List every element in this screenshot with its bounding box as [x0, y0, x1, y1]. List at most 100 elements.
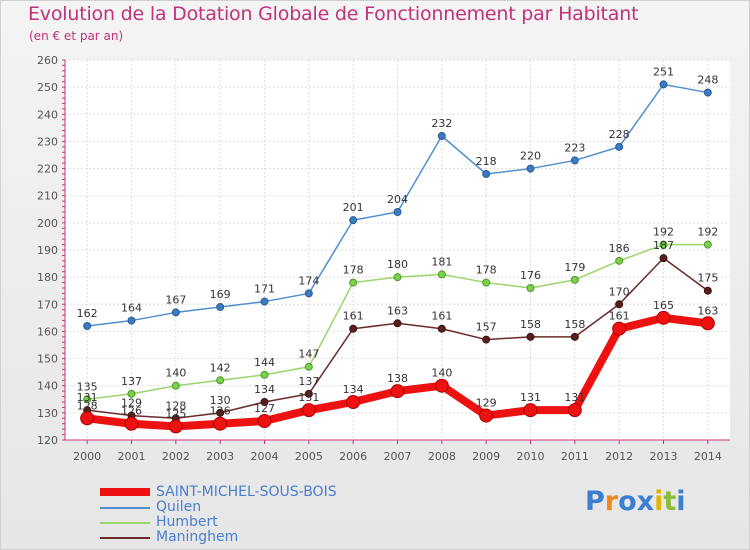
data-label-quilen: 218 — [476, 155, 497, 168]
data-point-saint-michel-sous-bois — [124, 416, 139, 431]
x-tick-label: 2013 — [650, 450, 678, 463]
y-tick-label: 120 — [37, 434, 58, 447]
data-point-humbert — [260, 370, 269, 379]
data-point-saint-michel-sous-bois — [168, 419, 183, 434]
data-label-saint-michel-sous-bois: 163 — [697, 304, 718, 317]
data-point-humbert — [482, 278, 491, 287]
data-point-saint-michel-sous-bois — [346, 395, 361, 409]
data-label-humbert: 142 — [210, 361, 231, 374]
data-point-quilen — [127, 316, 136, 325]
logo-letter: P — [585, 486, 605, 517]
y-tick-label: 240 — [37, 108, 58, 121]
data-label-quilen: 232 — [431, 117, 452, 130]
data-point-maninghem — [659, 254, 668, 263]
data-label-maninghem: 161 — [431, 310, 452, 323]
data-label-saint-michel-sous-bois: 138 — [387, 372, 408, 385]
data-label-saint-michel-sous-bois: 140 — [431, 367, 452, 380]
data-point-maninghem — [393, 319, 402, 328]
data-point-quilen — [526, 164, 535, 173]
data-point-maninghem — [570, 332, 579, 341]
x-tick-label: 2014 — [694, 450, 722, 463]
data-label-quilen: 169 — [210, 288, 231, 301]
y-tick-label: 160 — [37, 325, 58, 338]
x-tick-label: 2006 — [339, 450, 367, 463]
y-tick-label: 260 — [37, 54, 58, 67]
data-point-humbert — [615, 256, 624, 265]
data-point-humbert — [83, 395, 92, 404]
x-tick-label: 2003 — [206, 450, 234, 463]
data-label-humbert: 179 — [564, 261, 585, 274]
data-label-quilen: 248 — [697, 74, 718, 87]
data-label-humbert: 192 — [697, 226, 718, 239]
data-point-saint-michel-sous-bois — [523, 403, 538, 418]
data-label-maninghem: 158 — [520, 318, 541, 331]
data-label-humbert: 178 — [476, 264, 497, 277]
legend-label-quilen: Quilen — [156, 499, 202, 515]
x-tick-label: 2012 — [605, 450, 633, 463]
data-point-saint-michel-sous-bois — [434, 378, 449, 393]
x-tick-label: 2009 — [472, 450, 500, 463]
data-label-quilen: 167 — [165, 293, 186, 306]
data-label-quilen: 201 — [343, 201, 364, 214]
data-point-quilen — [615, 142, 624, 151]
logo-letter: t — [663, 486, 677, 517]
data-point-quilen — [260, 297, 269, 306]
data-point-quilen — [393, 208, 402, 216]
data-label-maninghem: 161 — [343, 310, 364, 323]
y-tick-label: 250 — [37, 81, 58, 94]
x-tick-label: 2001 — [118, 450, 146, 463]
data-label-maninghem: 130 — [210, 394, 231, 407]
legend-swatch-humbert — [100, 522, 150, 524]
data-label-quilen: 204 — [387, 193, 408, 206]
y-tick-label: 150 — [37, 353, 58, 366]
data-point-quilen — [171, 308, 180, 317]
data-label-humbert: 178 — [343, 264, 364, 277]
x-tick-label: 2005 — [295, 450, 323, 463]
data-point-saint-michel-sous-bois — [390, 384, 405, 399]
legend-label-saint-michel: SAINT-MICHEL-SOUS-BOIS — [156, 484, 337, 500]
data-label-maninghem: 175 — [697, 272, 718, 285]
data-label-saint-michel-sous-bois: 134 — [343, 383, 364, 396]
data-label-maninghem: 137 — [298, 375, 319, 388]
x-tick-label: 2010 — [517, 450, 545, 463]
y-tick-label: 220 — [37, 163, 58, 176]
data-point-maninghem — [526, 332, 535, 341]
data-point-humbert — [349, 278, 358, 287]
data-label-humbert: 181 — [431, 255, 452, 268]
data-point-saint-michel-sous-bois — [656, 310, 671, 325]
y-tick-label: 200 — [37, 217, 58, 230]
data-label-saint-michel-sous-bois: 127 — [254, 402, 275, 415]
data-label-saint-michel-sous-bois: 161 — [609, 310, 630, 323]
data-label-saint-michel-sous-bois: 125 — [165, 407, 186, 420]
legend-label-maninghem: Maninghem — [156, 529, 239, 545]
data-point-saint-michel-sous-bois — [301, 403, 316, 418]
data-label-quilen: 171 — [254, 283, 275, 296]
data-point-saint-michel-sous-bois — [612, 321, 627, 336]
data-label-quilen: 220 — [520, 150, 541, 163]
data-label-maninghem: 129 — [121, 397, 142, 410]
data-label-quilen: 251 — [653, 65, 674, 78]
data-label-humbert: 176 — [520, 269, 541, 282]
data-point-humbert — [570, 275, 579, 284]
y-tick-label: 190 — [37, 244, 58, 257]
data-point-saint-michel-sous-bois — [567, 403, 582, 418]
y-tick-label: 140 — [37, 380, 58, 393]
data-label-saint-michel-sous-bois: 131 — [298, 391, 319, 404]
data-point-humbert — [127, 389, 136, 398]
data-label-maninghem: 128 — [165, 399, 186, 412]
logo-letter: x — [636, 486, 655, 517]
proxiti-logo: Proxiti — [585, 486, 686, 517]
data-point-humbert — [304, 362, 313, 371]
x-tick-label: 2002 — [162, 450, 190, 463]
data-point-humbert — [526, 284, 535, 292]
data-label-quilen: 228 — [609, 128, 630, 141]
data-label-humbert: 192 — [653, 226, 674, 239]
data-point-quilen — [659, 80, 668, 89]
data-label-saint-michel-sous-bois: 165 — [653, 299, 674, 312]
data-point-maninghem — [482, 335, 491, 344]
data-label-quilen: 164 — [121, 302, 142, 315]
data-label-saint-michel-sous-bois: 131 — [564, 391, 585, 404]
y-tick-label: 170 — [37, 298, 58, 311]
data-point-quilen — [216, 303, 225, 311]
